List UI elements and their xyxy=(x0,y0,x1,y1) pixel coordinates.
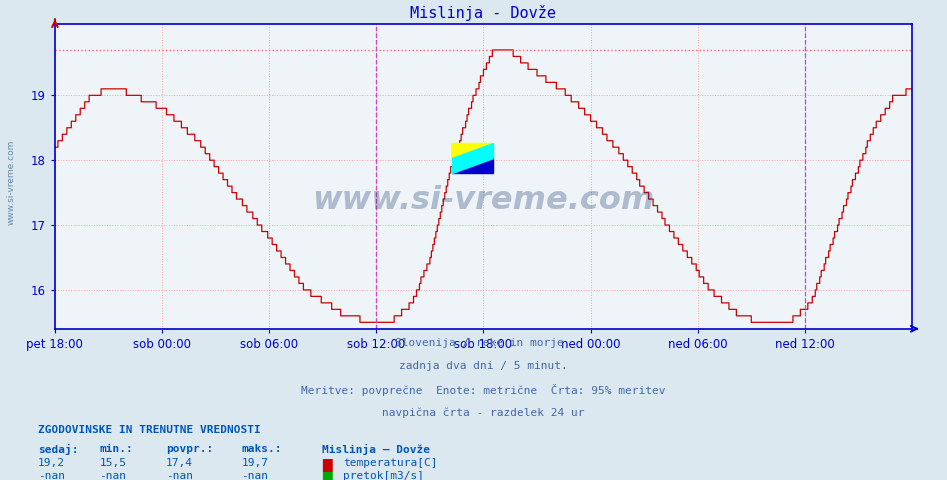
Text: -nan: -nan xyxy=(99,471,127,480)
Text: -nan: -nan xyxy=(38,471,65,480)
Text: maks.:: maks.: xyxy=(241,444,282,454)
Text: -nan: -nan xyxy=(241,471,269,480)
Text: povpr.:: povpr.: xyxy=(166,444,213,454)
Text: 17,4: 17,4 xyxy=(166,458,193,468)
Text: ZGODOVINSKE IN TRENUTNE VREDNOSTI: ZGODOVINSKE IN TRENUTNE VREDNOSTI xyxy=(38,425,260,435)
Text: www.si-vreme.com: www.si-vreme.com xyxy=(7,140,16,225)
Text: 19,2: 19,2 xyxy=(38,458,65,468)
Text: █: █ xyxy=(322,471,331,480)
Text: Meritve: povprečne  Enote: metrične  Črta: 95% meritev: Meritve: povprečne Enote: metrične Črta:… xyxy=(301,384,665,396)
Text: pretok[m3/s]: pretok[m3/s] xyxy=(343,471,424,480)
Polygon shape xyxy=(452,144,492,158)
Title: Mislinja - Dovže: Mislinja - Dovže xyxy=(410,5,557,22)
Text: Slovenija / reke in morje.: Slovenija / reke in morje. xyxy=(395,338,571,348)
Text: min.:: min.: xyxy=(99,444,134,454)
Text: -nan: -nan xyxy=(166,471,193,480)
Text: navpična črta - razdelek 24 ur: navpična črta - razdelek 24 ur xyxy=(382,408,584,418)
Text: www.si-vreme.com: www.si-vreme.com xyxy=(313,185,654,216)
Text: 19,7: 19,7 xyxy=(241,458,269,468)
Text: █: █ xyxy=(322,458,331,472)
Text: Mislinja – Dovže: Mislinja – Dovže xyxy=(322,444,430,455)
Polygon shape xyxy=(452,158,492,173)
Text: sedaj:: sedaj: xyxy=(38,444,79,455)
Polygon shape xyxy=(452,158,492,173)
Text: zadnja dva dni / 5 minut.: zadnja dva dni / 5 minut. xyxy=(399,361,567,372)
Text: 15,5: 15,5 xyxy=(99,458,127,468)
Text: temperatura[C]: temperatura[C] xyxy=(343,458,438,468)
Polygon shape xyxy=(452,144,492,158)
